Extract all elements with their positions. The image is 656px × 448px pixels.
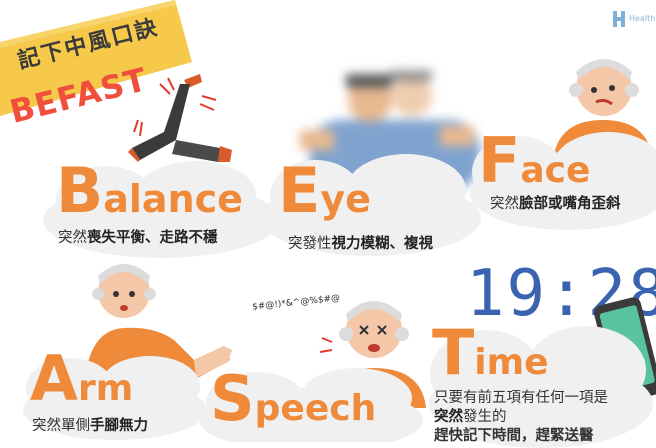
falling-person-illustration: [128, 74, 232, 162]
title-banner: 記下中風口訣 BEFAST: [0, 0, 210, 131]
speech-word: peech: [254, 388, 377, 429]
time-line-2-bold: 突然: [434, 409, 463, 425]
speech-cloud: [199, 368, 423, 442]
balance-letter: B: [56, 154, 104, 227]
arm-desc-plain: 突然單側: [32, 418, 90, 434]
eye-desc-plain: 突發性: [288, 236, 332, 252]
eye-cloud: [261, 154, 481, 256]
face-desc-bold: 臉部或嘴角歪斜: [519, 196, 621, 212]
arm-description: 突然單側手腳無力: [32, 414, 148, 435]
arm-cloud: [23, 356, 207, 440]
eye-heading: Eye: [278, 160, 371, 222]
time-line-2-plain: 發生的: [463, 409, 507, 425]
face-desc-plain: 突然: [490, 196, 519, 212]
speech-letter: S: [210, 362, 255, 435]
arm-letter: A: [30, 342, 78, 415]
arm-heading: Arm: [30, 348, 133, 410]
logo-icon: [613, 11, 625, 27]
logo-text: Health: [629, 14, 656, 23]
arm-desc-bold: 手腳無力: [90, 418, 148, 434]
balance-heading: Balance: [56, 160, 243, 222]
balance-desc-plain: 突然: [58, 230, 87, 246]
time-word: ime: [474, 342, 549, 383]
eye-word: ye: [320, 177, 371, 221]
banner-shape: [0, 0, 192, 116]
balance-cloud: [43, 161, 279, 258]
balance-word: alance: [103, 177, 243, 221]
face-description: 突然臉部或嘴角歪斜: [490, 192, 621, 213]
balance-description: 突然喪失平衡、走路不穩: [58, 226, 218, 247]
face-heading: Face: [478, 130, 590, 192]
eye-description: 突發性視力模糊、複視: [288, 232, 433, 253]
logo: Health: [612, 10, 656, 30]
balance-desc-bold: 喪失平衡、走路不穩: [87, 230, 218, 246]
time-line-3: 趕快記下時間，趕緊送醫: [434, 428, 594, 444]
time-line-1: 只要有前五項有任何一項是: [434, 390, 608, 406]
time-heading: Time: [432, 322, 549, 384]
eye-letter: E: [278, 154, 321, 227]
face-cloud: [470, 132, 656, 230]
face-word: ace: [520, 150, 591, 191]
arm-word: rm: [77, 368, 134, 409]
time-letter: T: [432, 316, 475, 389]
time-line-2: 突然發生的: [434, 405, 507, 426]
face-letter: F: [478, 124, 521, 197]
speech-heading: Speech: [210, 368, 376, 430]
time-cloud: [429, 326, 653, 448]
eye-desc-bold: 視力模糊、複視: [331, 236, 434, 252]
